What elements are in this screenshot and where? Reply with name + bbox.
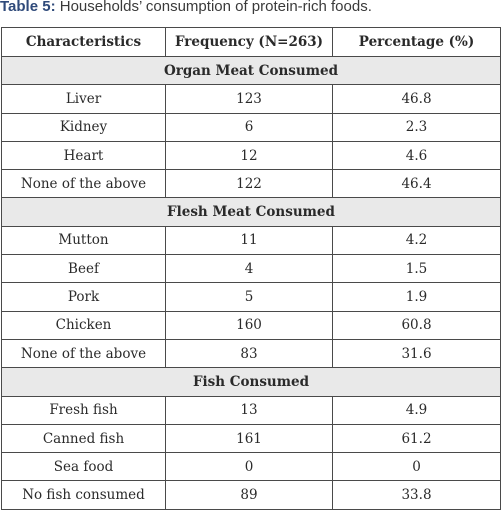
cell-characteristic: Chicken [1, 310, 166, 340]
table-row: No fish consumed 89 33.8 [1, 480, 501, 510]
cell-characteristic: No fish consumed [1, 480, 166, 510]
table-caption: Table 5: Households’ consumption of prot… [0, 0, 372, 17]
cell-percentage: 33.8 [332, 480, 501, 510]
table-caption-text: Households’ consumption of protein-rich … [55, 0, 372, 15]
section-header-row: Fish Consumed [1, 367, 501, 397]
cell-characteristic: Liver [1, 84, 166, 114]
header-percentage: Percentage (%) [332, 27, 501, 57]
cell-frequency: 13 [165, 395, 333, 425]
table-row: Pork 5 1.9 [1, 282, 501, 312]
cell-frequency: 83 [165, 338, 333, 369]
section-title: Organ Meat Consumed [1, 55, 501, 86]
header-characteristics: Characteristics [1, 27, 166, 57]
table-row: Heart 12 4.6 [1, 140, 501, 171]
table-row: Chicken 160 60.8 [1, 310, 501, 340]
cell-frequency: 122 [165, 169, 333, 199]
cell-percentage: 2.3 [332, 112, 501, 142]
cell-frequency: 6 [165, 112, 333, 142]
cell-characteristic: None of the above [1, 338, 166, 369]
table-row: None of the above 83 31.6 [1, 338, 501, 369]
cell-frequency: 89 [165, 480, 333, 510]
table-body: Organ Meat Consumed Liver 123 46.8 Kidney 6 2.… [1, 55, 501, 510]
table-row: Mutton 11 4.2 [1, 225, 501, 256]
cell-percentage: 31.6 [332, 338, 501, 369]
cell-percentage: 4.2 [332, 225, 501, 256]
cell-characteristic: Pork [1, 282, 166, 312]
table-row: None of the above 122 46.4 [1, 169, 501, 199]
table-row: Canned fish 161 61.2 [1, 423, 501, 454]
cell-frequency: 161 [165, 423, 333, 454]
cell-frequency: 4 [165, 254, 333, 284]
cell-characteristic: Canned fish [1, 423, 166, 454]
cell-frequency: 123 [165, 84, 333, 114]
cell-percentage: 4.9 [332, 395, 501, 425]
cell-percentage: 61.2 [332, 423, 501, 454]
section-header-row: Flesh Meat Consumed [1, 197, 501, 227]
cell-percentage: 4.6 [332, 140, 501, 171]
cell-percentage: 60.8 [332, 310, 501, 340]
cell-percentage: 0 [332, 452, 501, 482]
cell-characteristic: Kidney [1, 112, 166, 142]
table-row: Sea food 0 0 [1, 452, 501, 482]
cell-characteristic: Sea food [1, 452, 166, 482]
cell-percentage: 1.9 [332, 282, 501, 312]
table-row: Fresh fish 13 4.9 [1, 395, 501, 425]
cell-frequency: 11 [165, 225, 333, 256]
cell-frequency: 0 [165, 452, 333, 482]
cell-frequency: 5 [165, 282, 333, 312]
header-frequency: Frequency (N=263) [165, 27, 333, 57]
cell-characteristic: Fresh fish [1, 395, 166, 425]
cell-percentage: 46.8 [332, 84, 501, 114]
section-title: Flesh Meat Consumed [1, 197, 501, 227]
cell-frequency: 160 [165, 310, 333, 340]
cell-characteristic: None of the above [1, 169, 166, 199]
section-header-row: Organ Meat Consumed [1, 55, 501, 86]
cell-characteristic: Beef [1, 254, 166, 284]
cell-characteristic: Heart [1, 140, 166, 171]
table-header-row: Characteristics Frequency (N=263) Percen… [1, 27, 501, 57]
table-row: Kidney 6 2.3 [1, 112, 501, 142]
cell-characteristic: Mutton [1, 225, 166, 256]
table-caption-label: Table 5: [0, 0, 56, 15]
table-row: Liver 123 46.8 [1, 84, 501, 114]
table-row: Beef 4 1.5 [1, 254, 501, 284]
cell-frequency: 12 [165, 140, 333, 171]
cell-percentage: 46.4 [332, 169, 501, 199]
cell-percentage: 1.5 [332, 254, 501, 284]
section-title: Fish Consumed [1, 367, 501, 397]
protein-foods-table: Characteristics Frequency (N=263) Percen… [1, 27, 501, 510]
